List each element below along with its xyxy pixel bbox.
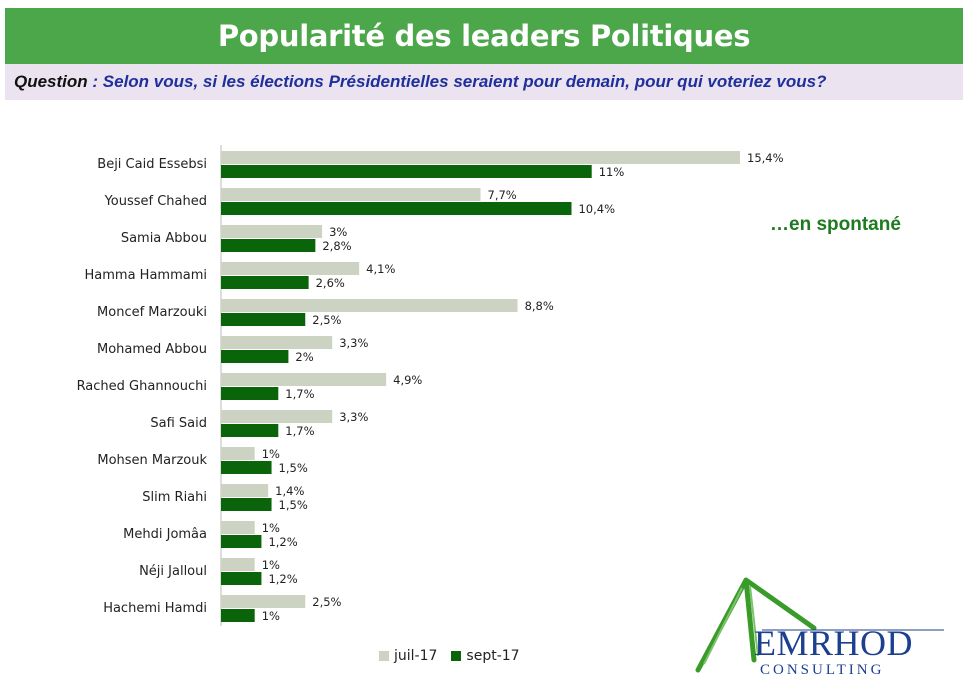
data-label-sept: 2,8%: [322, 239, 351, 253]
page-title: Popularité des leaders Politiques: [217, 19, 751, 53]
bar-juil: [221, 521, 255, 534]
category-label: Néji Jalloul: [139, 564, 207, 579]
bar-juil: [221, 262, 360, 275]
bar-juil: [221, 188, 481, 201]
category-label: Slim Riahi: [142, 490, 207, 505]
data-label-juil: 2,5%: [312, 595, 341, 609]
logo-triangle-icon: [695, 577, 944, 673]
bar-juil: [221, 410, 333, 423]
legend-swatch-sept: [451, 651, 462, 661]
data-label-sept: 11%: [599, 165, 625, 179]
bar-juil: [221, 336, 333, 349]
bar-sept: [221, 239, 316, 252]
data-label-juil: 3,3%: [339, 336, 368, 350]
data-label-sept: 1%: [262, 609, 280, 623]
data-label-sept: 2,6%: [316, 276, 345, 290]
data-label-sept: 2%: [295, 350, 313, 364]
legend-item-juil: juil-17: [379, 648, 437, 664]
data-label-sept: 1,5%: [279, 498, 308, 512]
category-label: Hachemi Hamdi: [103, 601, 207, 616]
category-label: Samia Abbou: [121, 231, 207, 246]
data-label-sept: 1,2%: [268, 535, 297, 549]
bar-juil: [221, 225, 323, 238]
title-banner: Popularité des leaders Politiques: [5, 8, 963, 64]
bar-sept: [221, 424, 279, 437]
data-label-sept: 1,5%: [279, 461, 308, 475]
data-label-juil: 7,7%: [488, 188, 517, 202]
legend-swatch-juil: [379, 651, 389, 661]
bar-sept: [221, 313, 306, 326]
logo-name: EMRHOD: [754, 623, 914, 663]
data-label-juil: 4,1%: [366, 262, 395, 276]
legend-item-sept: sept-17: [451, 648, 520, 664]
data-label-juil: 4,9%: [393, 373, 422, 387]
bar-sept: [221, 535, 262, 548]
category-label: Rached Ghannouchi: [77, 379, 207, 394]
bar-chart: Beji Caid Essebsi 15,4% 11% Youssef Chahed 7…: [77, 145, 784, 626]
bar-juil: [221, 595, 306, 608]
bar-sept: [221, 165, 592, 178]
bar-juil: [221, 299, 518, 312]
logo-subtitle: CONSULTING: [760, 662, 885, 678]
data-label-juil: 1%: [262, 521, 280, 535]
bar-sept: [221, 572, 262, 585]
emrhod-logo: EMRHOD CONSULTING: [694, 560, 962, 680]
data-label-juil: 8,8%: [525, 299, 554, 313]
data-label-sept: 1,7%: [285, 424, 314, 438]
bar-sept: [221, 350, 289, 363]
spontaneous-annotation: …en spontané: [770, 214, 901, 235]
bar-juil: [221, 484, 269, 497]
category-label: Moncef Marzouki: [97, 305, 207, 320]
category-label: Safi Said: [150, 416, 207, 431]
category-label: Hamma Hammami: [85, 268, 207, 283]
question-separator: :: [87, 72, 103, 91]
data-label-sept: 10,4%: [578, 202, 615, 216]
bar-sept: [221, 387, 279, 400]
legend-label-sept: sept-17: [466, 648, 520, 664]
category-label: Mohsen Marzouk: [97, 453, 207, 468]
data-label-juil: 3,3%: [339, 410, 368, 424]
bar-sept: [221, 609, 255, 622]
category-label: Mehdi Jomâa: [123, 527, 207, 542]
question-banner: Question : Selon vous, si les élections …: [5, 64, 963, 100]
legend-label-juil: juil-17: [394, 648, 438, 664]
bar-sept: [221, 276, 309, 289]
data-label-sept: 2,5%: [312, 313, 341, 327]
bar-juil: [221, 558, 255, 571]
data-label-sept: 1,7%: [285, 387, 314, 401]
bar-sept: [221, 461, 272, 474]
data-label-juil: 1,4%: [275, 484, 304, 498]
data-label-juil: 1%: [262, 447, 280, 461]
bar-juil: [221, 447, 255, 460]
category-label: Youssef Chahed: [104, 194, 207, 209]
bar-juil: [221, 373, 387, 386]
bar-juil: [221, 151, 740, 164]
question-text: Selon vous, si les élections Présidentie…: [102, 72, 827, 91]
data-label-juil: 3%: [329, 225, 347, 239]
category-label: Beji Caid Essebsi: [97, 157, 207, 172]
category-label: Mohamed Abbou: [97, 342, 207, 357]
bar-sept: [221, 202, 572, 215]
question-label: Question: [14, 72, 88, 91]
data-label-juil: 15,4%: [747, 151, 784, 165]
data-label-sept: 1,2%: [268, 572, 297, 586]
chart-legend: juil-17 sept-17: [379, 648, 534, 664]
data-label-juil: 1%: [262, 558, 280, 572]
bar-sept: [221, 498, 272, 511]
